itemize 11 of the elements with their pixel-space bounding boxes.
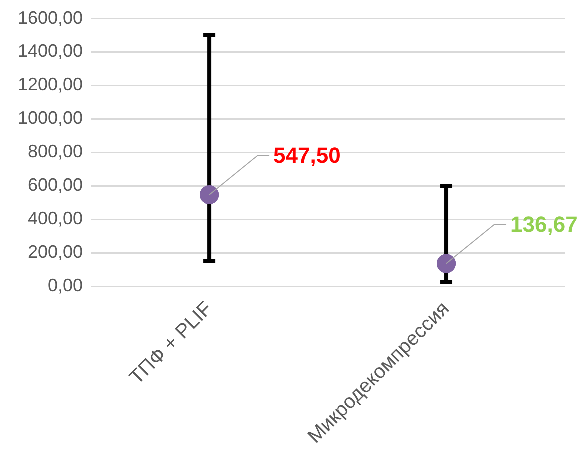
y-tick-label: 1400,00	[18, 41, 84, 62]
y-tick-label: 0,00	[48, 276, 84, 296]
y-tick-label: 600,00	[28, 175, 84, 196]
y-tick-label: 1000,00	[18, 108, 84, 128]
y-tick-label: 1600,00	[18, 8, 84, 28]
data-label: 136,67	[510, 212, 578, 237]
data-label: 547,50	[274, 143, 341, 168]
y-tick-label: 800,00	[28, 142, 84, 162]
y-tick-label: 400,00	[28, 208, 84, 229]
y-tick-label: 200,00	[28, 242, 84, 262]
y-tick-label: 1200,00	[18, 74, 84, 95]
